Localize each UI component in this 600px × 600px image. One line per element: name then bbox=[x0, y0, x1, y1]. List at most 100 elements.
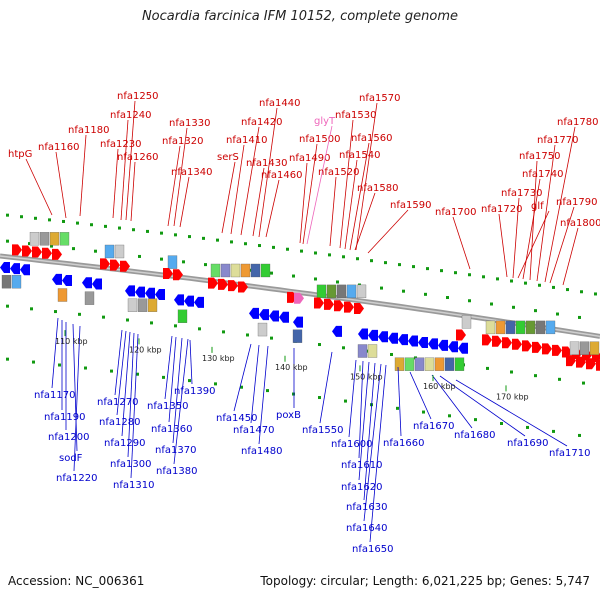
tick-dot bbox=[424, 292, 427, 296]
tick-dot bbox=[104, 224, 107, 228]
feature-box bbox=[230, 263, 241, 278]
label-connector bbox=[431, 374, 473, 429]
forward-gene-arrow bbox=[173, 269, 183, 281]
label-connector bbox=[233, 343, 252, 412]
label-connector bbox=[130, 333, 139, 479]
top-gene-label: nfa1770 bbox=[537, 135, 578, 146]
label-connector bbox=[544, 126, 576, 283]
bottom-gene-label: nfa1670 bbox=[413, 421, 454, 432]
feature-box bbox=[394, 357, 405, 371]
tick-dot bbox=[390, 352, 393, 356]
tick-dot bbox=[552, 285, 555, 289]
tick-dot bbox=[468, 299, 471, 303]
top-gene-label: nfa1570 bbox=[359, 93, 400, 104]
label-connector bbox=[512, 197, 520, 279]
label-connector bbox=[179, 176, 190, 228]
tick-dot bbox=[222, 330, 225, 334]
reverse-gene-arrow bbox=[408, 335, 418, 347]
kbp-tick-label: 130 kbp bbox=[202, 354, 235, 363]
bottom-gene-label: nfa1600 bbox=[331, 439, 372, 450]
reverse-gene-arrow bbox=[448, 341, 458, 353]
tick-dot bbox=[182, 260, 185, 264]
label-connector bbox=[258, 107, 278, 238]
tick-dot bbox=[380, 286, 383, 290]
tick-dot bbox=[146, 229, 149, 233]
bottom-gene-label: nfa1680 bbox=[454, 430, 495, 441]
top-gene-label: nfa1730 bbox=[501, 188, 542, 199]
reverse-gene-arrow bbox=[145, 287, 155, 299]
tick-dot bbox=[216, 238, 219, 242]
bottom-gene-label: nfa1470 bbox=[233, 425, 274, 436]
label-connector bbox=[355, 102, 378, 251]
tick-dot bbox=[286, 247, 289, 251]
tick-dot bbox=[94, 249, 97, 253]
feature-box bbox=[525, 320, 536, 335]
label-connector bbox=[252, 167, 265, 237]
forward-gene-arrow bbox=[324, 298, 334, 310]
label-connector bbox=[562, 227, 579, 286]
kbp-tick-label: 140 kbp bbox=[275, 363, 308, 372]
reverse-gene-arrow bbox=[428, 338, 438, 350]
label-connector bbox=[306, 125, 333, 245]
label-connector bbox=[409, 371, 432, 420]
tick-dot bbox=[558, 377, 561, 381]
tick-dot bbox=[150, 321, 153, 325]
feature-box bbox=[357, 344, 368, 358]
forward-gene-arrow bbox=[22, 245, 32, 257]
top-gene-label: nfa1460 bbox=[261, 170, 302, 181]
bottom-gene-label: nfa1710 bbox=[549, 448, 590, 459]
tick-dot bbox=[440, 269, 443, 273]
label-connector bbox=[51, 317, 59, 389]
bottom-gene-label: nfa1660 bbox=[383, 438, 424, 449]
forward-gene-arrow bbox=[314, 297, 324, 309]
forward-gene-arrow bbox=[354, 302, 364, 314]
tick-dot bbox=[314, 277, 317, 281]
label-connector bbox=[172, 337, 183, 444]
feature-box bbox=[114, 244, 125, 259]
forward-gene-arrow bbox=[586, 358, 596, 370]
reverse-gene-arrow bbox=[388, 332, 398, 344]
top-gene-label: nfa1750 bbox=[519, 151, 560, 162]
tick-dot bbox=[510, 370, 513, 374]
forward-gene-arrow bbox=[334, 300, 344, 312]
label-connector bbox=[167, 145, 181, 227]
tick-dot bbox=[396, 406, 399, 410]
label-connector bbox=[173, 127, 188, 227]
reverse-gene-arrow bbox=[125, 285, 135, 297]
top-gene-label: nfa1230 bbox=[100, 139, 141, 150]
reverse-gene-arrow bbox=[279, 311, 289, 323]
tick-dot bbox=[62, 219, 65, 223]
label-connector bbox=[121, 331, 131, 437]
reverse-gene-arrow bbox=[269, 310, 279, 322]
label-connector bbox=[344, 159, 358, 250]
reverse-gene-arrow bbox=[458, 342, 468, 354]
reverse-gene-arrow bbox=[259, 309, 269, 321]
feature-box bbox=[367, 344, 378, 358]
tick-dot bbox=[482, 275, 485, 279]
top-gene-label: nfa1740 bbox=[522, 169, 563, 180]
feature-box bbox=[84, 291, 95, 305]
tick-dot bbox=[512, 305, 515, 309]
label-connector bbox=[221, 161, 236, 234]
feature-box bbox=[11, 275, 22, 289]
feature-box bbox=[495, 320, 506, 335]
tick-dot bbox=[402, 289, 405, 293]
tick-dot bbox=[266, 389, 269, 393]
forward-gene-arrow bbox=[456, 329, 466, 341]
feature-box bbox=[444, 357, 455, 371]
feature-box bbox=[177, 309, 188, 323]
label-connector bbox=[112, 148, 119, 219]
top-gene-label: nfa1780 bbox=[557, 117, 598, 128]
feature-box bbox=[57, 288, 68, 302]
tick-dot bbox=[138, 254, 141, 258]
top-gene-label: nfa1530 bbox=[335, 110, 376, 121]
tick-dot bbox=[468, 273, 471, 277]
map-title: Nocardia farcinica IFM 10152, complete g… bbox=[141, 9, 459, 24]
tick-dot bbox=[32, 360, 35, 364]
label-connector bbox=[114, 329, 123, 396]
label-connector bbox=[125, 100, 136, 221]
forward-gene-arrow bbox=[522, 340, 532, 352]
tick-dot bbox=[526, 425, 529, 429]
tick-dot bbox=[6, 213, 9, 217]
reverse-gene-arrow bbox=[249, 307, 259, 319]
